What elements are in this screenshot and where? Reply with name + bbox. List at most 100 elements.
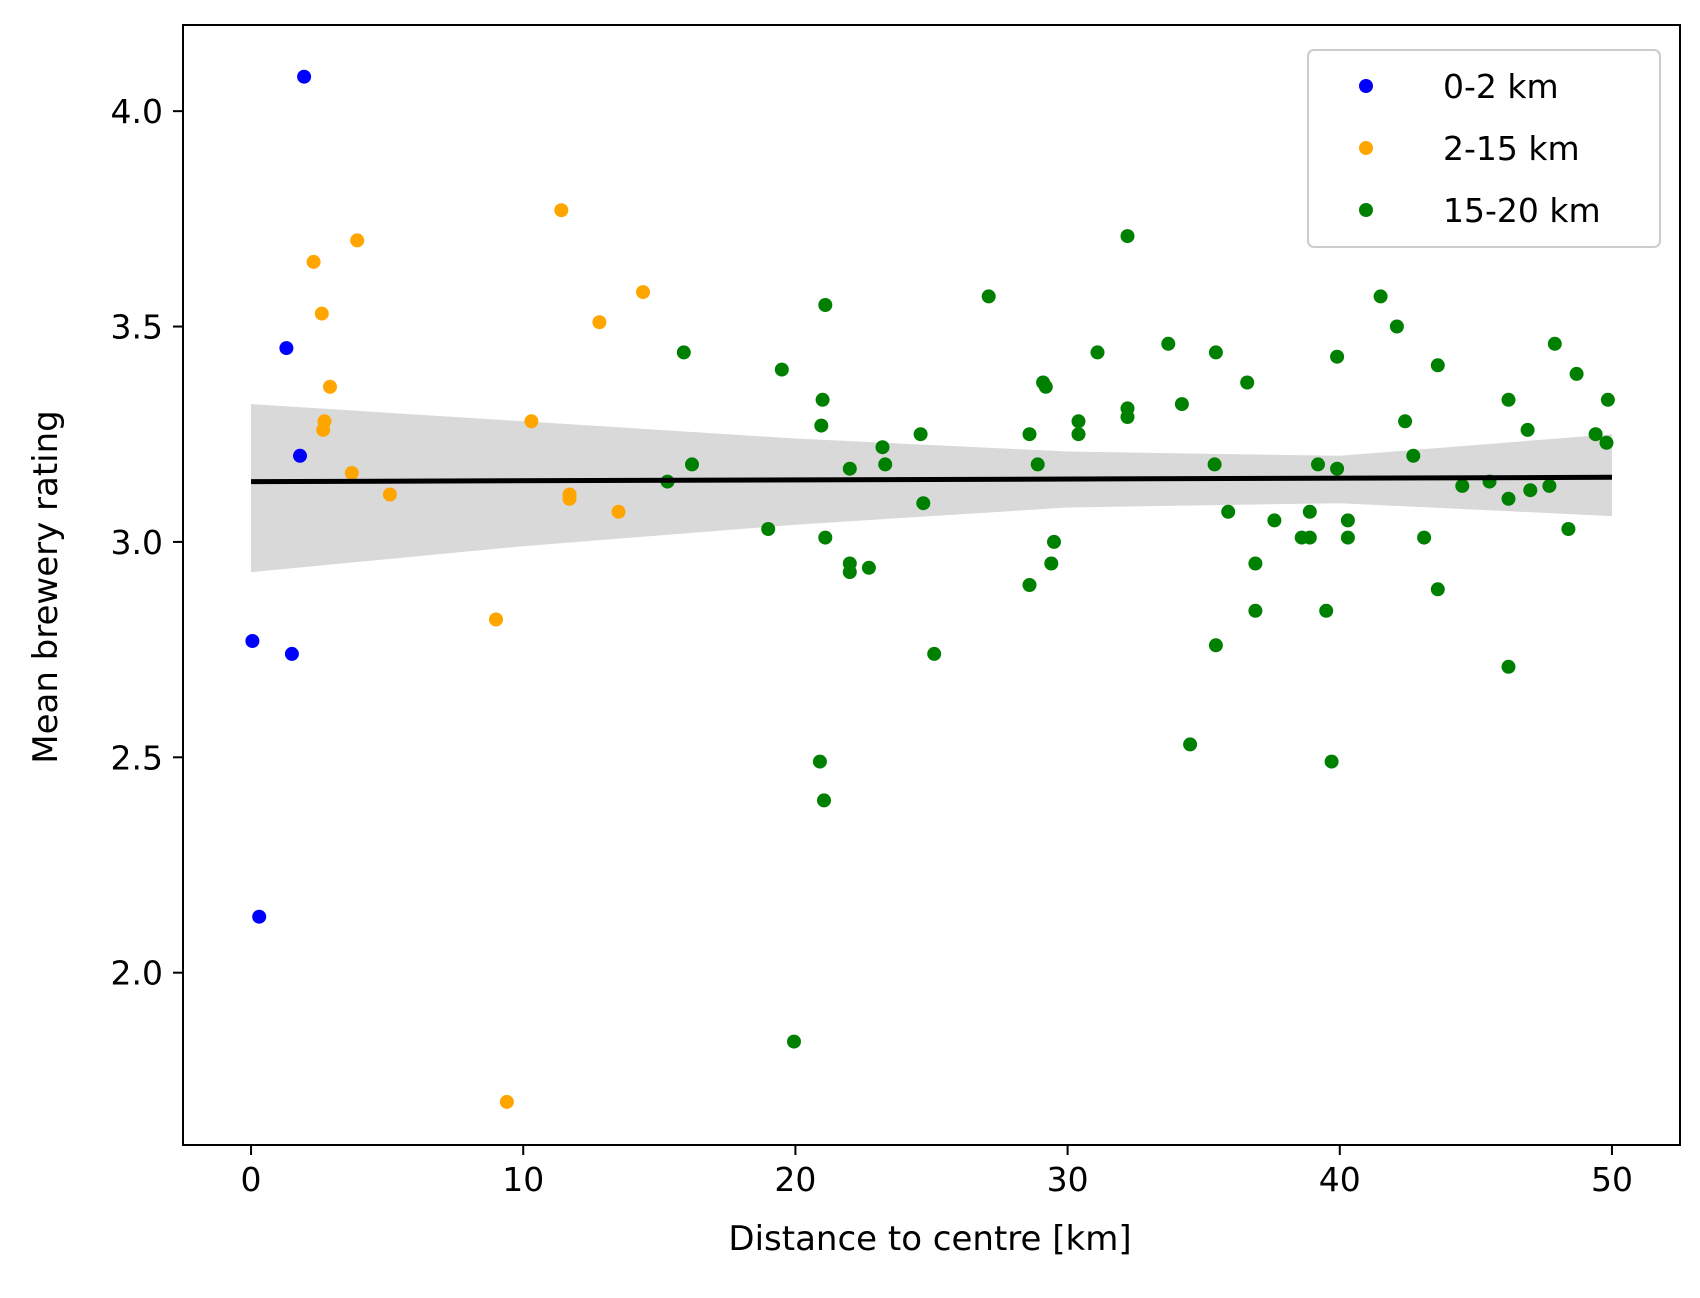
data-point (636, 285, 650, 300)
data-point (761, 522, 776, 536)
data-point (1221, 504, 1236, 519)
data-point (1302, 504, 1317, 519)
legend-label: 0-2 km (1443, 67, 1559, 106)
y-tick-label: 3.5 (111, 308, 163, 347)
x-tick-label: 40 (1319, 1160, 1361, 1199)
data-point (1174, 397, 1189, 412)
data-point (1090, 345, 1105, 360)
data-point (592, 315, 607, 330)
data-point (1373, 289, 1388, 304)
data-point (685, 457, 699, 472)
data-point (842, 461, 857, 476)
data-point (1523, 483, 1538, 498)
data-point (350, 233, 365, 248)
y-tick-label: 4.0 (111, 92, 163, 131)
data-point (279, 341, 294, 356)
x-tick-label: 0 (241, 1160, 262, 1199)
data-point (1030, 457, 1045, 472)
regression-line (251, 474, 1612, 485)
confidence-band (251, 404, 1612, 573)
data-point (1588, 427, 1603, 442)
data-point (1311, 457, 1325, 472)
legend-marker (1359, 141, 1373, 155)
data-point (489, 612, 503, 627)
axes: 0 10 20 30 40 50 2.0 2.5 3.0 3.5 4.0 (111, 24, 1681, 1199)
legend-marker (1359, 203, 1373, 217)
data-point (323, 379, 337, 394)
x-tick-label: 30 (1047, 1160, 1089, 1199)
data-point (1389, 319, 1404, 334)
data-point (875, 440, 890, 455)
data-point (1561, 522, 1576, 536)
data-point (1319, 603, 1334, 618)
data-point (314, 306, 329, 321)
data-point (916, 496, 931, 511)
data-point (1501, 392, 1516, 407)
data-point (1430, 582, 1445, 597)
data-point (1022, 578, 1037, 592)
data-point (1248, 556, 1263, 571)
data-point (1120, 229, 1135, 244)
data-point (1120, 401, 1135, 416)
data-point (297, 69, 312, 84)
data-point (1183, 737, 1198, 752)
data-point (787, 1034, 801, 1049)
data-point (317, 414, 332, 429)
data-point (1324, 754, 1339, 769)
data-point (812, 754, 827, 769)
data-point (293, 448, 307, 463)
plot-area (245, 69, 1615, 1109)
data-point (1208, 345, 1223, 360)
data-point (1248, 603, 1263, 618)
data-point (1302, 530, 1317, 545)
data-point (1161, 336, 1176, 351)
data-point (815, 392, 830, 407)
data-point (1022, 427, 1037, 442)
data-point (1071, 427, 1086, 442)
data-point (1240, 375, 1255, 390)
data-point (927, 646, 942, 661)
y-tick-label: 3.0 (111, 523, 163, 562)
plot-frame (182, 24, 1681, 1146)
data-point (1599, 435, 1614, 450)
data-point (1455, 478, 1470, 493)
data-point (1330, 461, 1345, 476)
data-point (861, 560, 876, 575)
data-point (878, 457, 893, 472)
data-point (676, 345, 691, 360)
data-point (817, 793, 831, 808)
data-point (818, 298, 833, 312)
data-point (774, 362, 789, 377)
data-point (252, 909, 267, 924)
data-point (306, 254, 321, 269)
data-point (1430, 358, 1445, 373)
legend-marker (1359, 79, 1373, 93)
data-point (1406, 448, 1421, 463)
data-point (1207, 457, 1222, 472)
x-tick-label: 10 (502, 1160, 544, 1199)
data-point (1330, 349, 1345, 364)
legend-label: 15-20 km (1443, 191, 1601, 230)
data-point (562, 487, 577, 502)
data-point (382, 487, 397, 502)
data-point (913, 427, 928, 442)
y-axis-label: Mean brewery rating (26, 410, 66, 764)
x-axis-label: Distance to centre [km] (728, 1219, 1131, 1259)
y-tick-label: 2.0 (111, 954, 163, 993)
data-point (554, 203, 569, 218)
data-point (1600, 392, 1615, 407)
data-point (1501, 659, 1516, 674)
data-point (1340, 513, 1355, 528)
data-point (1208, 638, 1223, 653)
data-point (1071, 414, 1086, 429)
data-point (499, 1094, 514, 1109)
data-point (1520, 422, 1535, 437)
data-point (1417, 530, 1432, 545)
data-point (1398, 414, 1413, 429)
x-tick-label: 20 (774, 1160, 816, 1199)
legend: 0-2 km 2-15 km 15-20 km (1307, 49, 1661, 248)
data-point (1267, 513, 1282, 528)
data-point (524, 414, 539, 429)
data-point (284, 646, 299, 661)
